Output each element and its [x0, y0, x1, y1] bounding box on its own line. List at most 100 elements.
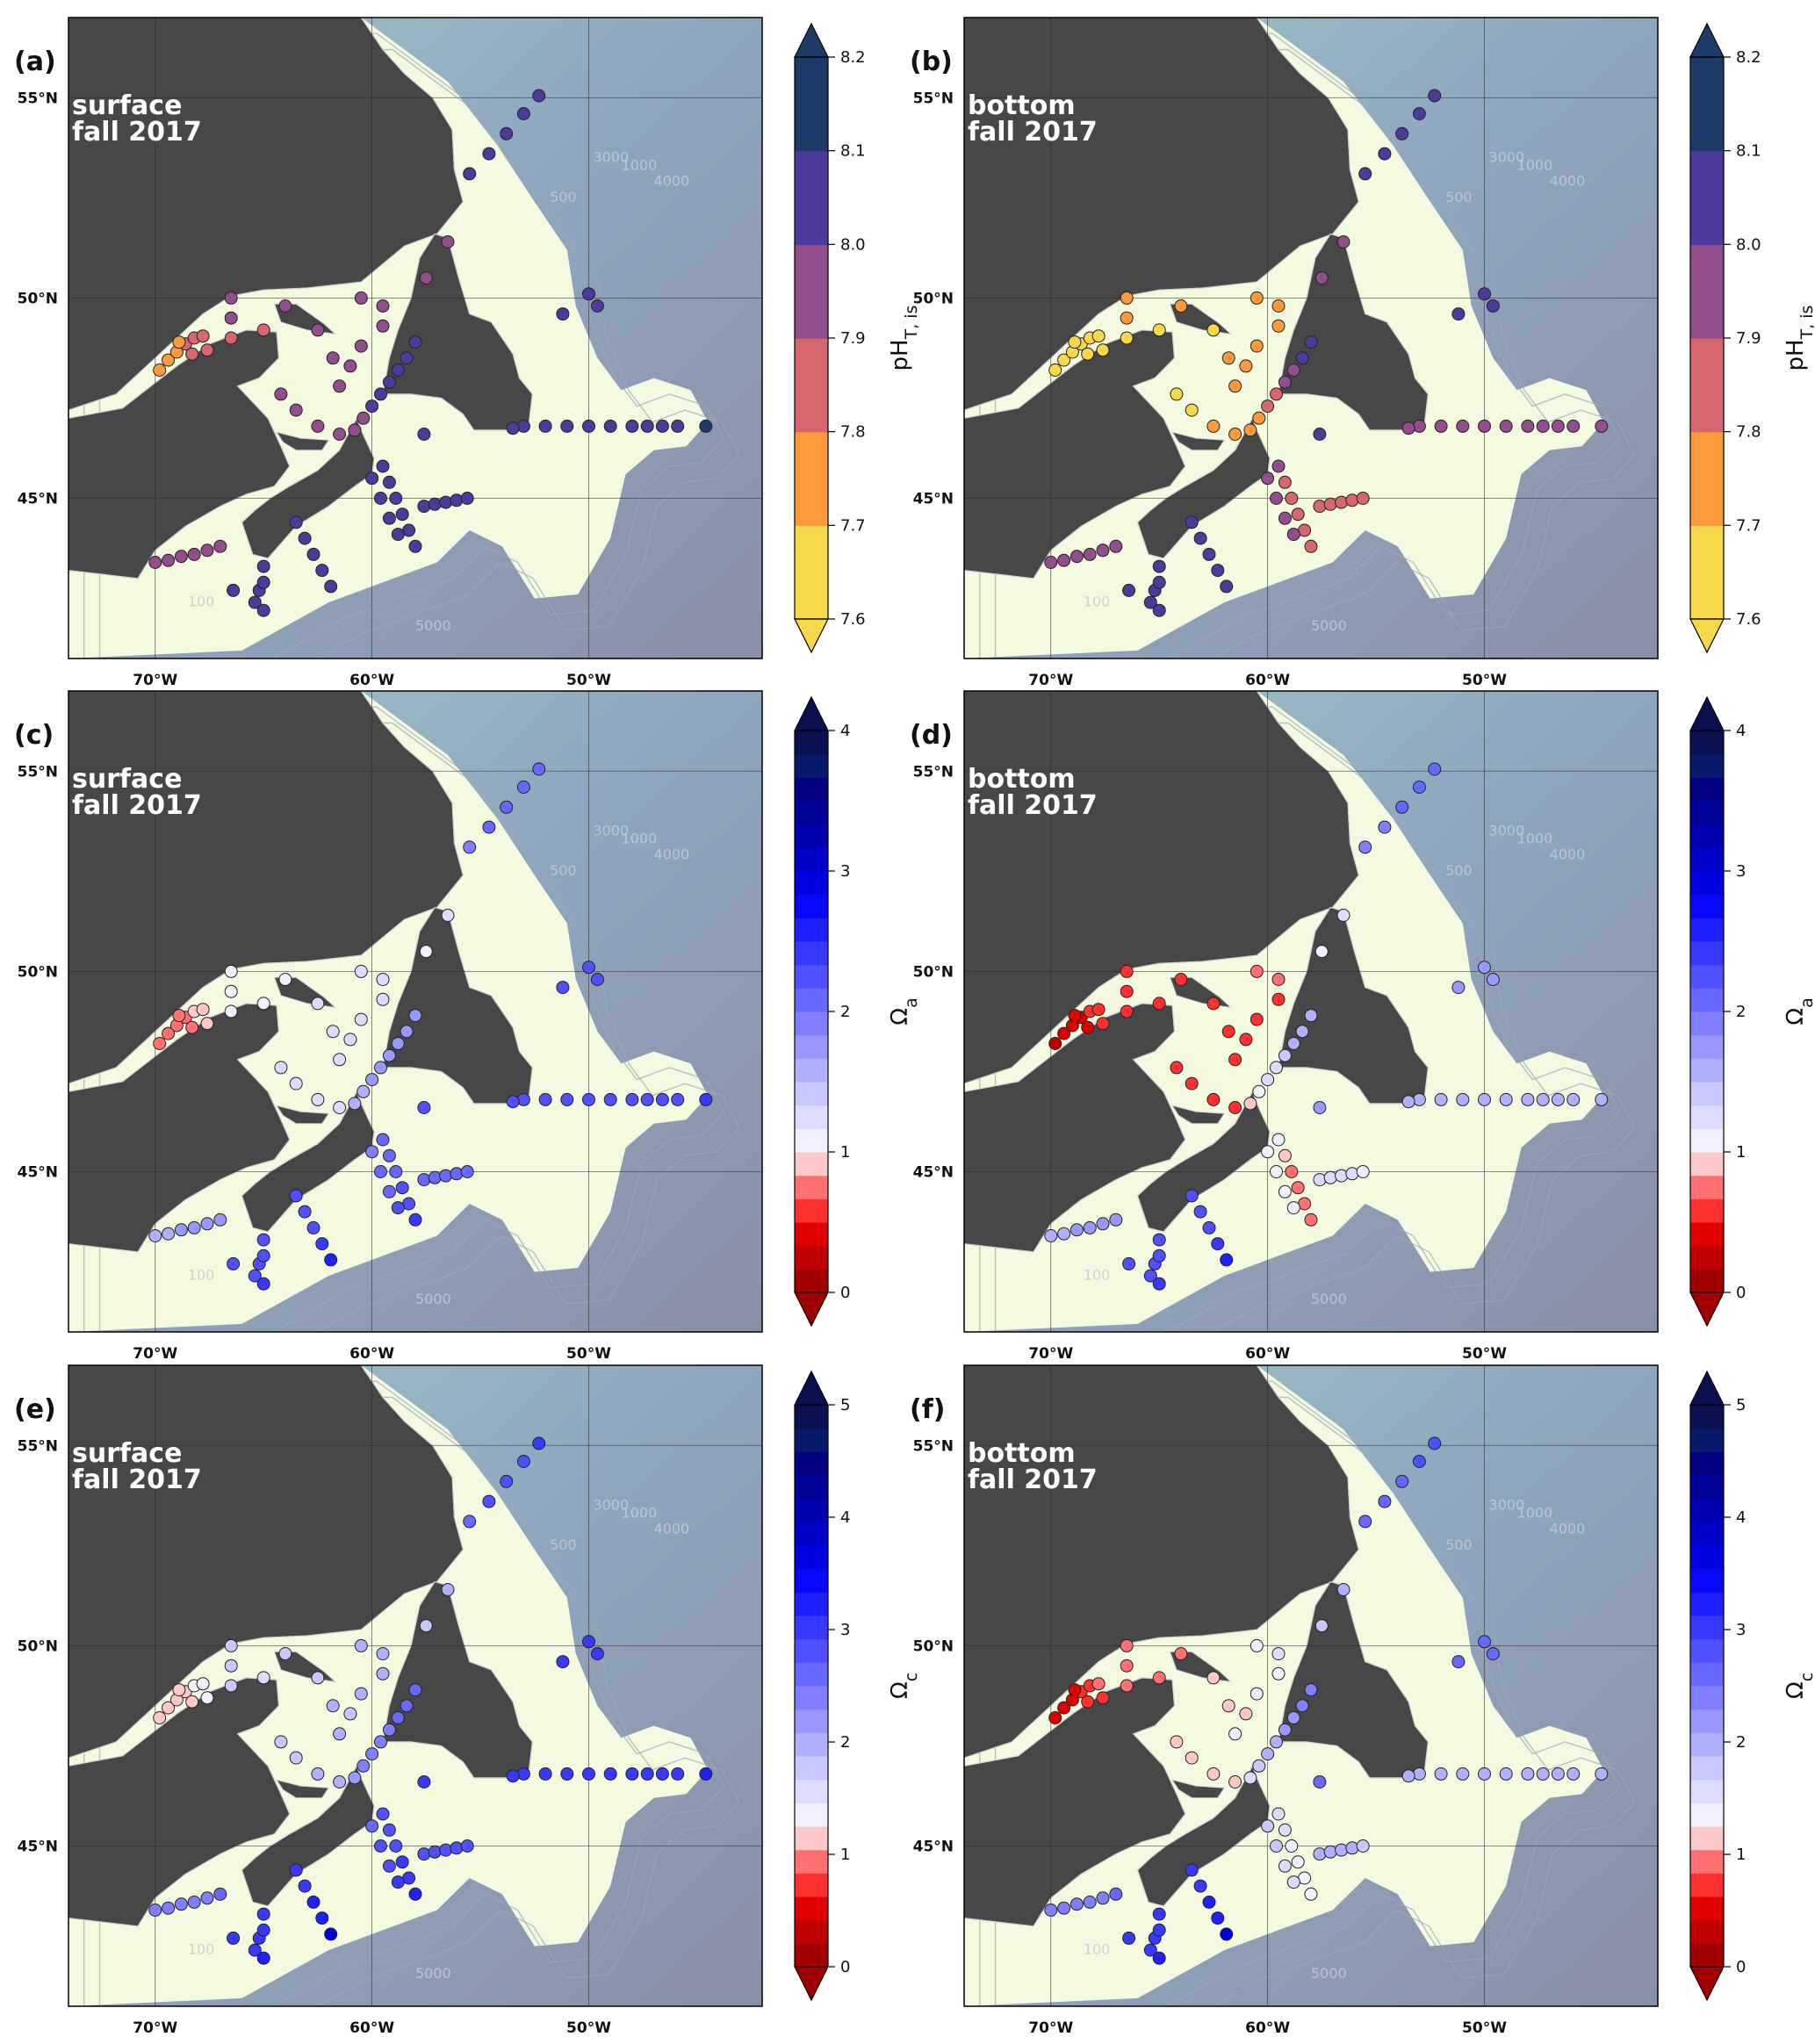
- colorbar-segment: [1690, 1849, 1724, 1874]
- station-point: [1278, 511, 1292, 525]
- station-point: [408, 1887, 422, 1901]
- station-point: [376, 299, 390, 313]
- station-point: [1206, 1671, 1221, 1685]
- depth-label: bottom: [968, 764, 1076, 795]
- station-point: [1271, 459, 1286, 473]
- colorbar-segment: [795, 1896, 828, 1921]
- station-point: [500, 126, 514, 140]
- station-point: [1278, 1723, 1292, 1737]
- colorbar-segment: [1690, 1269, 1724, 1293]
- station-point: [450, 493, 464, 507]
- station-point: [1456, 1767, 1470, 1781]
- station-point: [625, 1767, 639, 1781]
- colorbar-tick-label: 4: [840, 1508, 850, 1527]
- lon-tick-label: 60°W: [349, 672, 394, 689]
- station-point: [227, 1256, 241, 1270]
- colorbar-segment: [1690, 1779, 1724, 1803]
- station-point: [532, 89, 546, 103]
- station-point: [306, 547, 321, 561]
- pei-island: [1170, 431, 1226, 451]
- station-point: [278, 1647, 292, 1660]
- station-point: [1270, 1839, 1283, 1853]
- station-point: [224, 1638, 238, 1652]
- station-point: [365, 1145, 379, 1159]
- colorbar-segment: [1690, 731, 1724, 755]
- station-point: [1358, 1515, 1372, 1529]
- station-point: [1170, 1061, 1184, 1075]
- station-point: [256, 323, 270, 337]
- station-point: [1185, 515, 1199, 529]
- station-point: [516, 1455, 530, 1468]
- bathymetry-contour-1: [994, 48, 1636, 659]
- depth-label: surface: [72, 1438, 182, 1469]
- station-point: [213, 1887, 227, 1901]
- station-point: [1193, 531, 1207, 545]
- station-point: [343, 1707, 357, 1721]
- station-point: [365, 399, 379, 414]
- station-point: [1358, 167, 1372, 181]
- station-point: [1261, 471, 1275, 486]
- station-point: [1091, 1003, 1106, 1017]
- station-point: [532, 1436, 546, 1450]
- lon-tick-label: 70°W: [1028, 2019, 1073, 2037]
- colorbar-segment: [1690, 1058, 1724, 1083]
- lat-tick-label: 55°N: [913, 763, 954, 781]
- station-point: [506, 1095, 520, 1109]
- station-point: [326, 1025, 340, 1039]
- station-point: [1243, 423, 1257, 437]
- station-point: [333, 1775, 347, 1788]
- colorbar-segment: [795, 1451, 828, 1476]
- station-point: [1270, 1735, 1283, 1749]
- station-point: [1278, 475, 1292, 489]
- colorbar-segment: [795, 1475, 828, 1500]
- station-point: [1412, 419, 1426, 433]
- station-point: [274, 1735, 288, 1749]
- station-point: [417, 1101, 431, 1114]
- station-point: [1185, 1076, 1199, 1090]
- station-point: [506, 421, 520, 435]
- station-point: [374, 1735, 387, 1749]
- station-point: [298, 531, 312, 545]
- station-point: [1286, 528, 1300, 542]
- lon-tick-label: 50°W: [566, 2019, 611, 2037]
- contour-label: 1000: [622, 1504, 658, 1521]
- station-point: [187, 1220, 201, 1234]
- station-point: [326, 351, 340, 365]
- station-point: [289, 515, 303, 529]
- colorbar-frame: [794, 1404, 829, 1968]
- station-point: [382, 375, 396, 389]
- station-point: [699, 1767, 713, 1781]
- station-point: [1070, 1223, 1084, 1237]
- station-point: [516, 419, 530, 433]
- station-point: [391, 1201, 405, 1215]
- station-point: [1120, 964, 1134, 978]
- station-point: [306, 1895, 321, 1909]
- station-point: [1252, 1759, 1266, 1773]
- contour-label: 100: [188, 594, 215, 610]
- station-point: [1143, 1269, 1157, 1283]
- colorbar-title: pHT, is: [887, 306, 921, 371]
- panel-label: (a): [14, 47, 56, 77]
- colorbar-segment: [795, 1522, 828, 1546]
- station-point: [582, 1635, 595, 1649]
- station-point: [428, 497, 442, 511]
- colorbar-segment: [1690, 964, 1724, 989]
- station-point: [148, 1229, 162, 1242]
- station-point: [162, 353, 176, 367]
- station-point: [382, 1823, 396, 1837]
- station-point: [256, 1671, 270, 1685]
- station-point: [274, 1061, 288, 1075]
- station-point: [516, 107, 530, 120]
- colorbar-segment: [795, 1616, 828, 1640]
- colorbar-segment: [795, 57, 828, 152]
- colorbar-segment: [795, 1592, 828, 1616]
- station-point: [382, 1184, 396, 1198]
- colorbar-title-sub: c: [1797, 1673, 1815, 1681]
- station-point: [428, 1845, 442, 1859]
- station-point: [348, 1771, 362, 1785]
- contour-label: 500: [1445, 862, 1473, 879]
- colorbar-segment: [1690, 1034, 1724, 1059]
- station-point: [298, 1879, 312, 1893]
- station-point: [1499, 1092, 1513, 1106]
- station-point: [162, 1701, 176, 1715]
